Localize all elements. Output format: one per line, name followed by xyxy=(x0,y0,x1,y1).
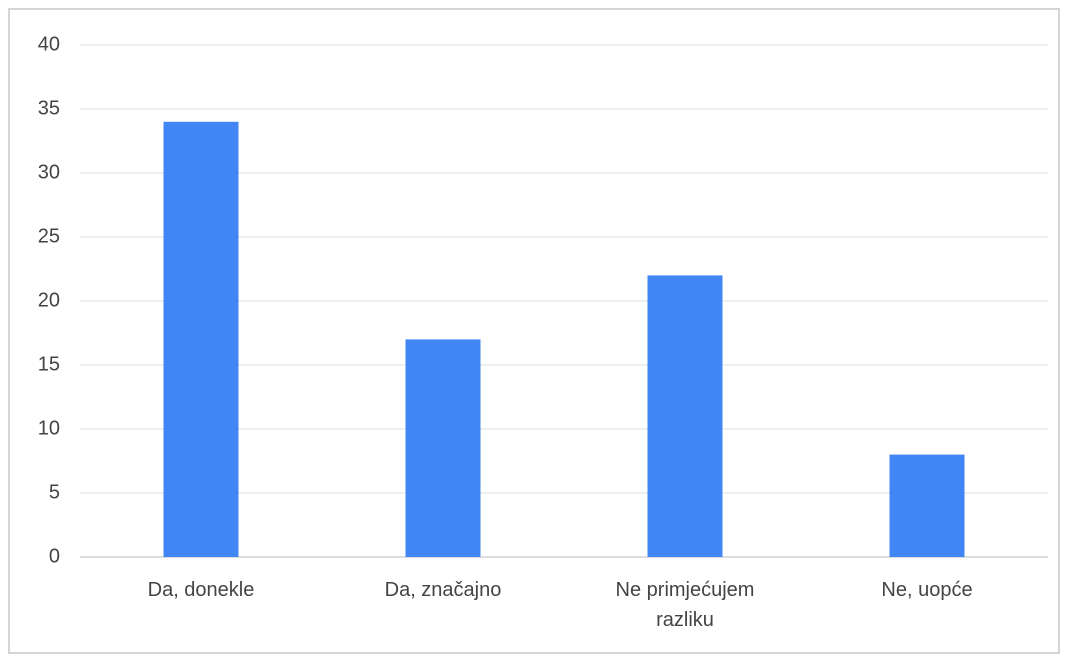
y-tick-label: 0 xyxy=(49,545,60,567)
x-tick-label: Ne primjećujem razliku xyxy=(615,579,755,631)
bar xyxy=(889,454,965,557)
y-tick-label: 35 xyxy=(38,97,60,119)
y-tick-label: 40 xyxy=(38,33,60,55)
y-tick-label: 30 xyxy=(38,161,60,183)
y-tick-label: 20 xyxy=(38,289,60,311)
y-tick-label: 25 xyxy=(38,225,60,247)
y-tick-label: 10 xyxy=(38,417,60,439)
y-tick-label: 15 xyxy=(38,353,60,375)
y-tick-label: 5 xyxy=(49,481,60,503)
x-tick-label: Da, značajno xyxy=(384,579,502,601)
x-tick-label: Ne, uopće xyxy=(881,579,973,601)
x-tick-label: Da, donekle xyxy=(147,579,255,601)
bar xyxy=(647,275,723,557)
bar xyxy=(163,121,239,558)
bar xyxy=(405,339,481,557)
